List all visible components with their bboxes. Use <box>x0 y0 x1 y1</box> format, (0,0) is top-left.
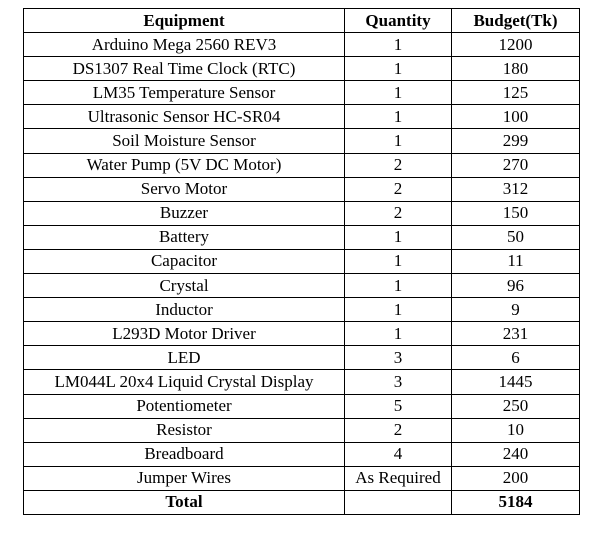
table-row: Crystal 1 96 <box>23 273 580 299</box>
equipment-cell: DS1307 Real Time Clock (RTC) <box>23 56 345 82</box>
budget-cell: 1200 <box>451 32 580 58</box>
equipment-cell: Breadboard <box>23 441 345 467</box>
quantity-cell: 2 <box>344 200 452 226</box>
total-label: Total <box>23 489 345 515</box>
budget-cell: 96 <box>451 273 580 299</box>
table-row: Breadboard 4 240 <box>23 441 580 467</box>
table-row: L293D Motor Driver 1 231 <box>23 321 580 347</box>
table-row: Battery 1 50 <box>23 224 580 250</box>
header-budget: Budget(Tk) <box>451 7 580 34</box>
budget-cell: 250 <box>451 393 580 419</box>
equipment-cell: Potentiometer <box>23 393 345 419</box>
table-row: Water Pump (5V DC Motor) 2 270 <box>23 152 580 178</box>
quantity-cell: 4 <box>344 441 452 467</box>
table-row: Capacitor 1 11 <box>23 248 580 275</box>
table-row: Buzzer 2 150 <box>23 200 580 226</box>
equipment-cell: LED <box>23 345 345 371</box>
table-row: LED 3 6 <box>23 345 580 371</box>
quantity-cell: As Required <box>344 465 452 491</box>
budget-cell: 231 <box>451 321 580 347</box>
budget-cell: 200 <box>451 465 580 491</box>
quantity-cell: 1 <box>344 104 452 130</box>
budget-cell: 180 <box>451 56 580 82</box>
equipment-cell: Capacitor <box>23 248 345 275</box>
quantity-cell: 2 <box>344 152 452 178</box>
table-row: Arduino Mega 2560 REV3 1 1200 <box>23 32 580 58</box>
quantity-cell: 1 <box>344 224 452 250</box>
equipment-cell: Soil Moisture Sensor <box>23 128 345 154</box>
budget-cell: 6 <box>451 345 580 371</box>
quantity-cell: 1 <box>344 32 452 58</box>
equipment-cell: Arduino Mega 2560 REV3 <box>23 32 345 58</box>
table-row: LM35 Temperature Sensor 1 125 <box>23 80 580 106</box>
budget-cell: 125 <box>451 80 580 106</box>
quantity-cell: 2 <box>344 417 452 443</box>
table-row: DS1307 Real Time Clock (RTC) 1 180 <box>23 56 580 82</box>
quantity-cell: 1 <box>344 273 452 299</box>
budget-table-container: Equipment Quantity Budget(Tk) Arduino Me… <box>23 7 580 515</box>
equipment-cell: LM35 Temperature Sensor <box>23 80 345 106</box>
budget-cell: 50 <box>451 224 580 250</box>
table-header-row: Equipment Quantity Budget(Tk) <box>23 7 580 34</box>
equipment-budget-table: Equipment Quantity Budget(Tk) Arduino Me… <box>23 7 580 515</box>
table-row: Ultrasonic Sensor HC-SR04 1 100 <box>23 104 580 130</box>
total-row: Total 5184 <box>23 489 580 515</box>
budget-cell: 9 <box>451 297 580 323</box>
total-quantity-cell <box>344 489 452 515</box>
equipment-cell: Buzzer <box>23 200 345 226</box>
budget-cell: 312 <box>451 176 580 202</box>
table-row: LM044L 20x4 Liquid Crystal Display 3 1445 <box>23 369 580 395</box>
total-value: 5184 <box>451 489 580 515</box>
table-row: Soil Moisture Sensor 1 299 <box>23 128 580 154</box>
equipment-cell: Battery <box>23 224 345 250</box>
budget-cell: 240 <box>451 441 580 467</box>
budget-cell: 11 <box>451 248 580 275</box>
equipment-cell: Water Pump (5V DC Motor) <box>23 152 345 178</box>
quantity-cell: 2 <box>344 176 452 202</box>
quantity-cell: 3 <box>344 345 452 371</box>
quantity-cell: 5 <box>344 393 452 419</box>
budget-cell: 1445 <box>451 369 580 395</box>
quantity-cell: 1 <box>344 297 452 323</box>
equipment-cell: Crystal <box>23 273 345 299</box>
equipment-cell: Inductor <box>23 297 345 323</box>
budget-cell: 150 <box>451 200 580 226</box>
header-quantity: Quantity <box>344 7 452 34</box>
quantity-cell: 3 <box>344 369 452 395</box>
equipment-cell: Jumper Wires <box>23 465 345 491</box>
table-body: Arduino Mega 2560 REV3 1 1200 DS1307 Real T… <box>23 32 580 491</box>
quantity-cell: 1 <box>344 321 452 347</box>
quantity-cell: 1 <box>344 128 452 154</box>
budget-cell: 100 <box>451 104 580 130</box>
equipment-cell: Ultrasonic Sensor HC-SR04 <box>23 104 345 130</box>
table-row: Potentiometer 5 250 <box>23 393 580 419</box>
budget-cell: 270 <box>451 152 580 178</box>
budget-cell: 10 <box>451 417 580 443</box>
budget-cell: 299 <box>451 128 580 154</box>
quantity-cell: 1 <box>344 56 452 82</box>
equipment-cell: Resistor <box>23 417 345 443</box>
equipment-cell: L293D Motor Driver <box>23 321 345 347</box>
quantity-cell: 1 <box>344 80 452 106</box>
table-row: Inductor 1 9 <box>23 297 580 323</box>
header-equipment: Equipment <box>23 7 345 34</box>
table-row: Resistor 2 10 <box>23 417 580 443</box>
table-row: Jumper Wires As Required 200 <box>23 465 580 491</box>
equipment-cell: LM044L 20x4 Liquid Crystal Display <box>23 369 345 395</box>
quantity-cell: 1 <box>344 248 452 275</box>
equipment-cell: Servo Motor <box>23 176 345 202</box>
table-row: Servo Motor 2 312 <box>23 176 580 202</box>
